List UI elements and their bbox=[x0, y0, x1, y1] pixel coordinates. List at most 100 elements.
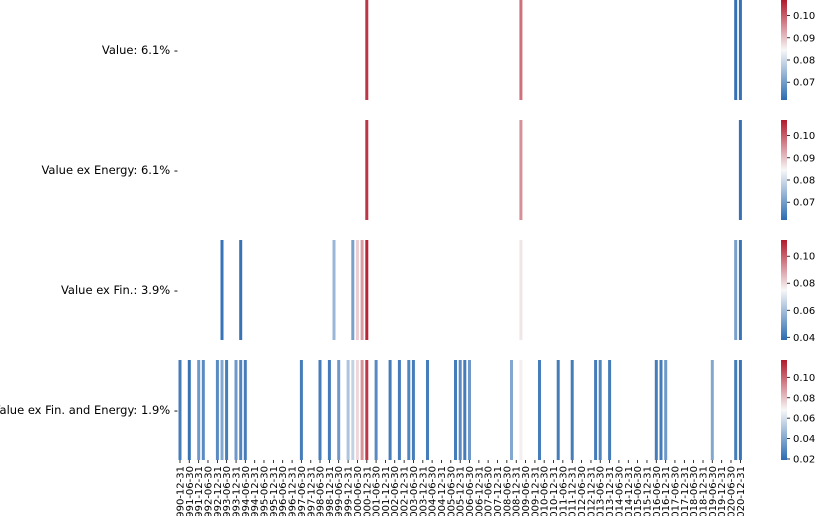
heatmap-cell bbox=[197, 360, 201, 460]
x-tick-label: 2010-12-31 bbox=[549, 466, 560, 516]
x-tick-label: 2000-06-30 bbox=[353, 466, 364, 516]
x-tick-label: 2006-06-30 bbox=[465, 466, 476, 516]
x-tick-label: 1995-12-31 bbox=[269, 466, 280, 516]
heatmap-cell bbox=[468, 360, 471, 460]
x-tick-label: 2011-06-30 bbox=[558, 466, 569, 516]
x-tick-label: 1994-12-31 bbox=[250, 466, 261, 516]
x-tick-label: 1993-06-30 bbox=[222, 466, 233, 516]
heatmap-cell bbox=[538, 360, 541, 460]
heatmap-cell bbox=[346, 360, 350, 460]
heatmap-cell bbox=[710, 360, 714, 460]
row-label: Value ex Energy: 6.1% - bbox=[41, 163, 178, 177]
x-tick-label: 2003-06-30 bbox=[409, 466, 420, 516]
heatmap-cell bbox=[734, 0, 738, 100]
colorbar-tick-label: 0.10 bbox=[793, 131, 815, 142]
heatmap-cell bbox=[360, 360, 364, 460]
x-tick-label: 2001-06-30 bbox=[372, 466, 383, 516]
x-tick-label: 2020-12-31 bbox=[736, 466, 747, 516]
heatmap-cell bbox=[510, 360, 513, 460]
x-tick-label: 2014-06-30 bbox=[614, 466, 625, 516]
x-tick-label: 2013-06-30 bbox=[596, 466, 607, 516]
x-tick-label: 1999-06-30 bbox=[334, 466, 345, 516]
heatmap-panel: Value ex Energy: 6.1% - 0.10 0.09 0.08 0.07 bbox=[41, 120, 815, 220]
x-tick-label: 1990-12-31 bbox=[176, 466, 187, 516]
heatmap-cell bbox=[327, 360, 331, 460]
x-tick-label: 2010-06-30 bbox=[540, 466, 551, 516]
x-tick-label: 2000-12-31 bbox=[362, 466, 373, 516]
x-tick-label: 2019-12-31 bbox=[717, 466, 728, 516]
heatmap-cell bbox=[664, 360, 668, 460]
x-tick-label: 2004-12-31 bbox=[437, 466, 448, 516]
x-tick-label: 2012-12-31 bbox=[587, 466, 598, 516]
heatmap-cell bbox=[351, 240, 355, 340]
x-tick-label: 1995-06-30 bbox=[260, 466, 271, 516]
colorbar-tick-label: 0.04 bbox=[793, 333, 815, 344]
heatmap-cell bbox=[397, 360, 401, 460]
x-tick-label: 1991-06-30 bbox=[185, 466, 196, 516]
heatmap-cell bbox=[519, 120, 523, 220]
x-tick-label: 2018-12-31 bbox=[699, 466, 710, 516]
colorbar-tick-label: 0.07 bbox=[793, 78, 815, 89]
heatmap-cell bbox=[239, 240, 243, 340]
x-tick-label: 1996-12-31 bbox=[288, 466, 299, 516]
x-tick-label: 2003-12-31 bbox=[418, 466, 429, 516]
heatmap-cell bbox=[318, 360, 322, 460]
x-tick-label: 2004-06-30 bbox=[428, 466, 439, 516]
heatmap-cell bbox=[365, 360, 369, 460]
heatmap-cell bbox=[738, 240, 742, 340]
heatmap-cell bbox=[734, 360, 738, 460]
x-tick-label: 2006-12-31 bbox=[474, 466, 485, 516]
x-tick-label: 1994-06-30 bbox=[241, 466, 252, 516]
heatmap-cell bbox=[299, 360, 303, 460]
colorbar bbox=[781, 360, 787, 460]
x-tick-label: 2002-06-30 bbox=[390, 466, 401, 516]
x-tick-label: 1997-12-31 bbox=[306, 466, 317, 516]
x-tick-label: 2018-06-30 bbox=[689, 466, 700, 516]
heatmap-cell bbox=[355, 360, 359, 460]
x-tick-label: 2015-06-30 bbox=[633, 466, 644, 516]
row-label: Value: 6.1% - bbox=[102, 43, 178, 57]
heatmap-cell bbox=[598, 360, 602, 460]
x-tick-label: 2011-12-31 bbox=[568, 466, 579, 516]
x-tick-label: 2017-06-30 bbox=[670, 466, 681, 516]
colorbar-tick-label: 0.10 bbox=[793, 11, 815, 22]
colorbar-tick-label: 0.08 bbox=[793, 393, 815, 404]
heatmap-cell bbox=[220, 360, 224, 460]
x-tick-label: 2007-06-30 bbox=[484, 466, 495, 516]
heatmap-panels: Value: 6.1% - 0.10 0.09 0.08 0.07 Value ex En… bbox=[0, 0, 815, 465]
colorbar-tick-label: 0.10 bbox=[793, 373, 815, 384]
heatmap-cell bbox=[407, 360, 411, 460]
x-tick-label: 1992-12-31 bbox=[213, 466, 224, 516]
x-tick-label: 2005-06-30 bbox=[446, 466, 457, 516]
heatmap-cell bbox=[426, 360, 429, 460]
heatmap-cell bbox=[360, 240, 364, 340]
heatmap-cell bbox=[556, 360, 560, 460]
heatmap-cell bbox=[220, 240, 224, 340]
colorbar bbox=[781, 120, 787, 220]
heatmap-cell bbox=[178, 360, 182, 460]
heatmap-panel: Value ex Fin.: 3.9% - 0.10 0.08 0.06 0.04 bbox=[61, 240, 815, 344]
colorbar-tick-label: 0.09 bbox=[793, 33, 815, 44]
colorbar-tick-label: 0.07 bbox=[793, 198, 815, 209]
x-tick-label: 1998-06-30 bbox=[316, 466, 327, 516]
x-tick-label: 2008-06-30 bbox=[502, 466, 513, 516]
heatmap-cell bbox=[337, 360, 341, 460]
x-tick-label: 2014-12-31 bbox=[624, 466, 635, 516]
x-tick-label: 2017-12-31 bbox=[680, 466, 691, 516]
colorbar-tick-label: 0.08 bbox=[793, 56, 815, 67]
heatmap-cell bbox=[243, 360, 247, 460]
row-label: Value ex Fin.: 3.9% - bbox=[61, 283, 178, 297]
heatmap-cell bbox=[187, 360, 191, 460]
x-tick-label: 2002-12-31 bbox=[400, 466, 411, 516]
heatmap-cell bbox=[594, 360, 598, 460]
x-tick-label: 2009-12-31 bbox=[530, 466, 541, 516]
colorbar bbox=[781, 0, 787, 100]
heatmap-cell bbox=[215, 360, 219, 460]
heatmap-cell bbox=[458, 360, 462, 460]
heatmap-cell bbox=[411, 360, 415, 460]
heatmap-cell bbox=[659, 360, 663, 460]
heatmap-cell bbox=[738, 120, 742, 220]
colorbar-tick-label: 0.04 bbox=[793, 434, 815, 445]
x-tick-label: 1991-12-31 bbox=[194, 466, 205, 516]
